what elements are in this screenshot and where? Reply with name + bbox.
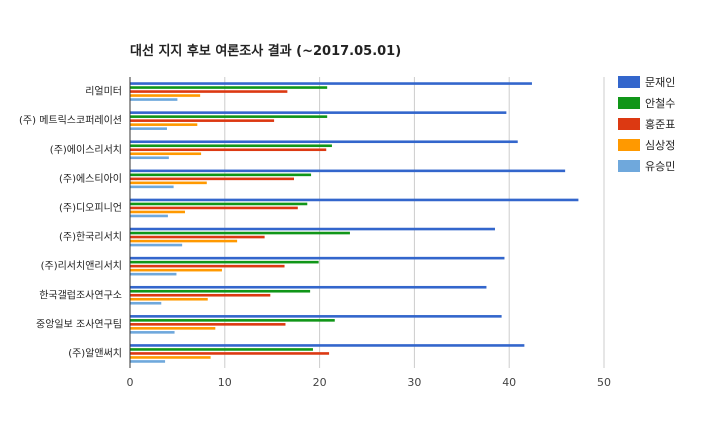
bar-5 (130, 98, 178, 101)
bar-4 (130, 356, 211, 359)
x-tick-label: 30 (407, 376, 421, 389)
bar-4 (130, 181, 207, 185)
category-label: 중앙일보 조사연구팀 (36, 318, 122, 330)
bar-3 (130, 293, 271, 297)
bar-3 (130, 119, 275, 122)
bar-3 (130, 148, 327, 152)
legend-swatch (618, 139, 640, 151)
legend-label: 심상정 (645, 139, 675, 152)
bar-3 (130, 323, 286, 326)
category-label: (주)에이스리서치 (50, 144, 122, 156)
bar-1 (130, 344, 525, 347)
bar-5 (130, 360, 166, 363)
bar-5 (130, 156, 169, 160)
bar-3 (130, 235, 265, 239)
x-tick-label: 10 (218, 376, 232, 389)
bar-2 (130, 144, 332, 148)
bar-4 (130, 327, 216, 330)
category-label: 리얼미터 (85, 86, 122, 98)
bar-1 (130, 82, 532, 85)
bar-2 (130, 202, 308, 206)
bar-5 (130, 301, 162, 305)
bar-5 (130, 272, 177, 276)
category-label: (주) 메트릭스코퍼레이션 (19, 115, 122, 127)
x-tick-label: 20 (313, 376, 327, 389)
chart-title: 대선 지지 후보 여론조사 결과 (~2017.05.01) (130, 44, 402, 59)
bar-1 (130, 198, 579, 202)
bar-4 (130, 297, 208, 301)
bar-5 (130, 243, 183, 247)
bar-1 (130, 256, 505, 260)
x-tick-label: 0 (127, 376, 134, 389)
x-tick-label: 50 (597, 376, 611, 389)
bar-4 (130, 210, 185, 214)
bar-2 (130, 260, 319, 264)
bar-5 (130, 331, 175, 334)
bar-2 (130, 289, 311, 293)
bar-1 (130, 111, 507, 114)
bar-2 (130, 319, 335, 322)
bar-1 (130, 315, 502, 318)
category-label: (주)리서치앤리서치 (41, 260, 122, 272)
category-label: (주)알앤써치 (68, 347, 122, 359)
bar-2 (130, 348, 313, 351)
bar-3 (130, 177, 295, 181)
category-label: (주)에스티아이 (59, 173, 122, 185)
bar-2 (130, 86, 328, 89)
bar-1 (130, 227, 495, 231)
bar-5 (130, 185, 174, 189)
bar-5 (130, 127, 167, 130)
legend-swatch (618, 160, 640, 172)
legend-swatch (618, 76, 640, 88)
category-label: (주)디오피니언 (59, 202, 122, 214)
category-label: (주)한국리서치 (59, 231, 122, 243)
category-label: 한국갤럽조사연구소 (39, 289, 122, 301)
bar-2 (130, 173, 312, 177)
legend-swatch (618, 97, 640, 109)
bar-1 (130, 285, 487, 289)
bar-4 (130, 268, 222, 272)
legend-label: 안철수 (645, 97, 675, 110)
bar-4 (130, 152, 202, 156)
bar-1 (130, 140, 518, 144)
bar-3 (130, 264, 285, 268)
bar-3 (130, 90, 288, 93)
bar-4 (130, 239, 238, 243)
bar-4 (130, 123, 198, 126)
legend-label: 문재인 (645, 76, 675, 89)
legend-label: 유승민 (645, 160, 675, 173)
bar-4 (130, 94, 201, 97)
bar-5 (130, 214, 168, 218)
bar-3 (130, 352, 330, 355)
bar-2 (130, 115, 328, 118)
bar-1 (130, 169, 566, 173)
legend-swatch (618, 118, 640, 130)
bar-2 (130, 231, 350, 235)
legend-label: 홍준표 (645, 117, 675, 131)
bar-3 (130, 206, 298, 210)
x-tick-label: 40 (502, 376, 516, 389)
